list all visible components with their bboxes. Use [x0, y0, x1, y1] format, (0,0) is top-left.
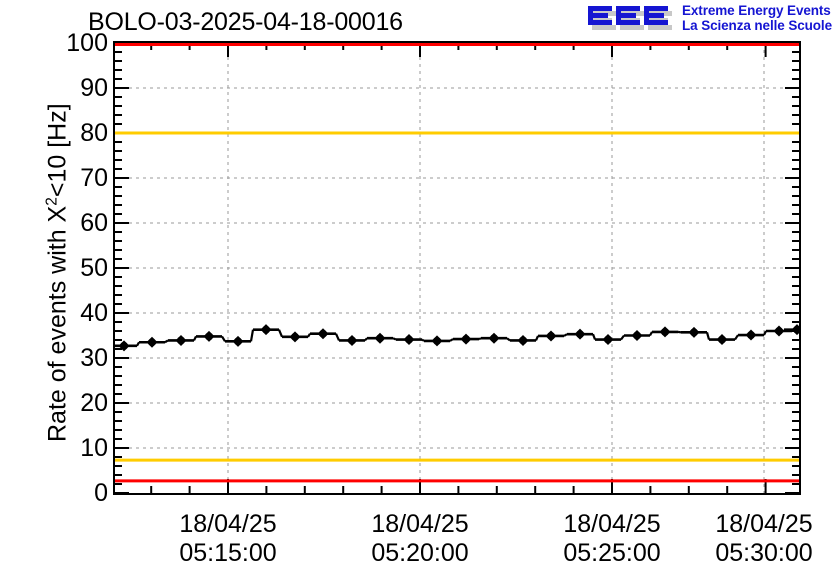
- plot-area: [115, 43, 799, 493]
- data-point: [517, 334, 529, 346]
- x-tick-label: 18/04/25 05:30:00: [715, 510, 813, 567]
- data-point: [175, 334, 187, 346]
- series-connector: [506, 337, 511, 342]
- series-connector: [221, 335, 226, 342]
- x-tick-label: 18/04/25 05:15:00: [179, 510, 277, 567]
- y-tick-label: 40: [80, 299, 108, 327]
- series-connector: [164, 339, 169, 344]
- logo-line-2: La Scienza nelle Scuole: [681, 18, 832, 33]
- page-title: BOLO-03-2025-04-18-00016: [88, 8, 403, 36]
- eee-mark-icon: [587, 2, 676, 32]
- x-axis-tick-labels: 18/04/25 05:15:00 18/04/25 05:20:00 18/04/25…: [0, 500, 836, 570]
- series-connector: [620, 334, 625, 341]
- y-axis-tick-labels: 0 10 20 30 40 50 60 70 80 90 100: [44, 31, 108, 506]
- series-connector: [392, 337, 397, 341]
- data-point: [488, 332, 500, 344]
- data-point: [232, 335, 244, 347]
- eee-logo-text: Extreme Energy Events La Scienza nelle S…: [682, 2, 832, 33]
- y-tick-label: 10: [80, 434, 108, 462]
- data-point: [374, 332, 386, 344]
- series-connector: [307, 333, 311, 338]
- y-tick-label: 80: [80, 119, 108, 147]
- series-connector: [734, 334, 739, 341]
- data-point: [791, 324, 799, 336]
- data-point: [659, 326, 671, 338]
- series-connector: [193, 335, 197, 341]
- logo-line-1: Extreme Energy Events: [681, 3, 831, 18]
- plot-graphics: [115, 43, 799, 493]
- y-tick-label: 70: [80, 164, 108, 192]
- series-connector: [591, 333, 597, 340]
- data-point: [260, 324, 272, 336]
- series-connector: [364, 337, 368, 342]
- series-connector: [136, 341, 140, 347]
- data-point: [631, 330, 643, 341]
- series-connector: [763, 330, 767, 336]
- series-connector: [705, 332, 711, 340]
- x-tick-label: 18/04/25 05:20:00: [371, 510, 469, 567]
- y-tick-label: 30: [80, 344, 108, 372]
- series-connector: [334, 333, 341, 341]
- data-point: [346, 334, 358, 346]
- data-point: [403, 334, 415, 346]
- data-point: [118, 340, 130, 352]
- series-connector: [277, 329, 284, 338]
- plot-frame: [113, 41, 801, 495]
- series-connector: [249, 329, 255, 342]
- data-point: [688, 326, 700, 338]
- series-connector: [534, 335, 540, 341]
- series-connector: [421, 338, 425, 342]
- y-tick-label: 20: [80, 389, 108, 417]
- series-connector: [563, 333, 568, 337]
- data-point: [460, 333, 472, 345]
- y-tick-label: 90: [80, 74, 108, 102]
- series-connector: [783, 328, 793, 333]
- data-point: [745, 329, 757, 341]
- data-point: [574, 328, 586, 340]
- data-point: [146, 336, 158, 348]
- y-tick-label: 100: [66, 29, 108, 57]
- data-point: [602, 334, 614, 346]
- eee-logo: Extreme Energy Events La Scienza nelle S…: [587, 2, 832, 33]
- x-tick-label: 18/04/25 05:25:00: [563, 510, 661, 567]
- series-connector: [649, 331, 653, 337]
- series-connector: [449, 338, 454, 342]
- data-point: [431, 335, 443, 347]
- data-point: [317, 328, 329, 340]
- y-tick-label: 0: [94, 479, 108, 507]
- y-tick-label: 50: [80, 254, 108, 282]
- data-point: [716, 334, 728, 346]
- data-point: [203, 330, 215, 342]
- data-point: [289, 331, 301, 343]
- data-point: [773, 325, 785, 337]
- series-connector: [478, 337, 482, 341]
- y-tick-label: 60: [80, 209, 108, 237]
- data-point: [545, 330, 557, 342]
